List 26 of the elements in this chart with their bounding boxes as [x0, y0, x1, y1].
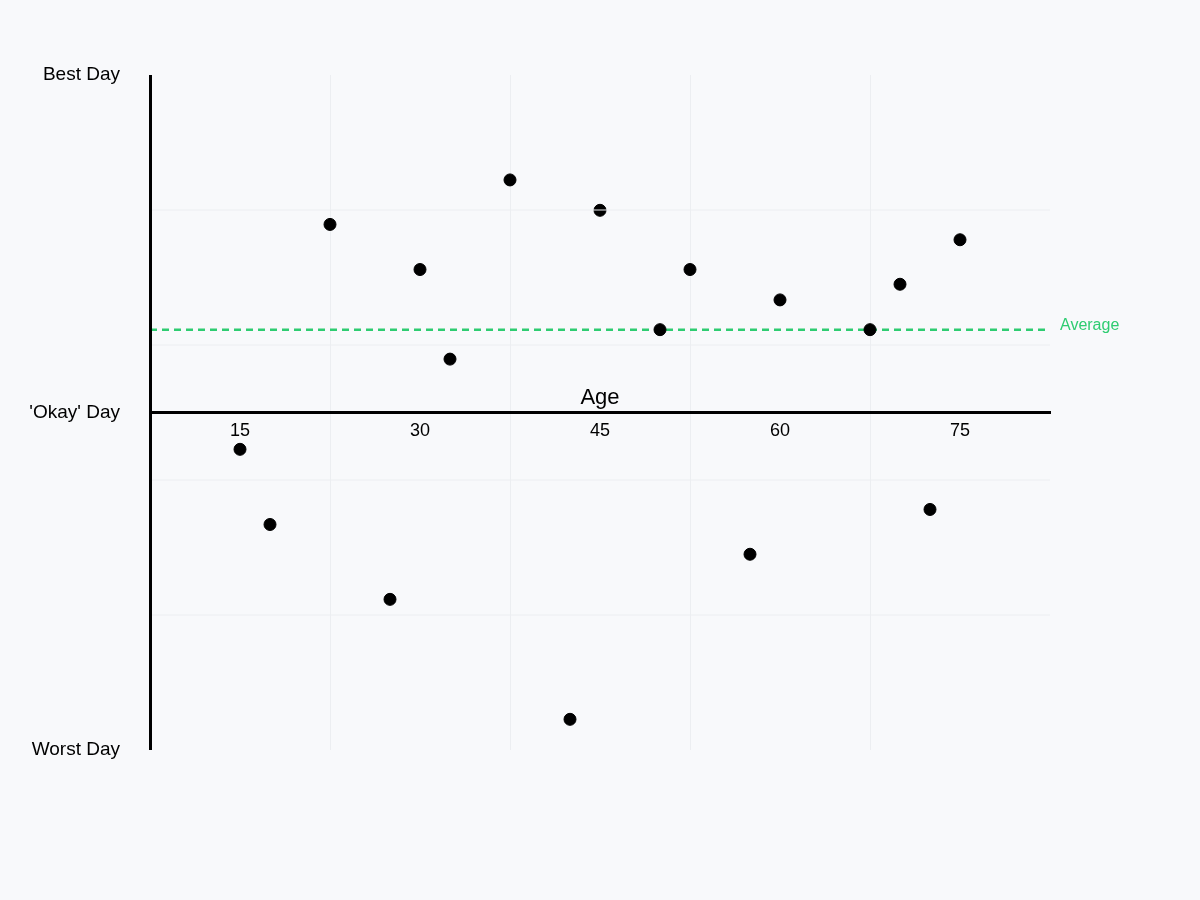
- point: [773, 293, 787, 307]
- point: [503, 173, 517, 187]
- point: [323, 217, 337, 231]
- x-tick-label: 15: [229, 420, 251, 441]
- point: [383, 592, 397, 606]
- x-tick-label: 45: [589, 420, 611, 441]
- point: [893, 277, 907, 291]
- series-label: Average: [1060, 316, 1120, 334]
- point: [743, 547, 757, 561]
- point: [923, 502, 937, 516]
- point: [413, 263, 427, 277]
- text: 'Okay' Day: [29, 400, 121, 422]
- x-tick-label: 60: [769, 420, 791, 441]
- text: Worst Day: [31, 738, 121, 760]
- point: [233, 442, 247, 456]
- point: [443, 352, 457, 366]
- x-tick-label: 75: [949, 420, 971, 441]
- text: Best Day: [42, 63, 121, 85]
- point: [563, 712, 577, 726]
- x-tick-label: 30: [409, 420, 431, 441]
- x-axis-title: Age: [580, 383, 620, 409]
- point: [263, 517, 277, 531]
- point: [953, 233, 967, 247]
- point: [863, 323, 877, 337]
- point: [653, 323, 667, 337]
- point: [683, 263, 697, 277]
